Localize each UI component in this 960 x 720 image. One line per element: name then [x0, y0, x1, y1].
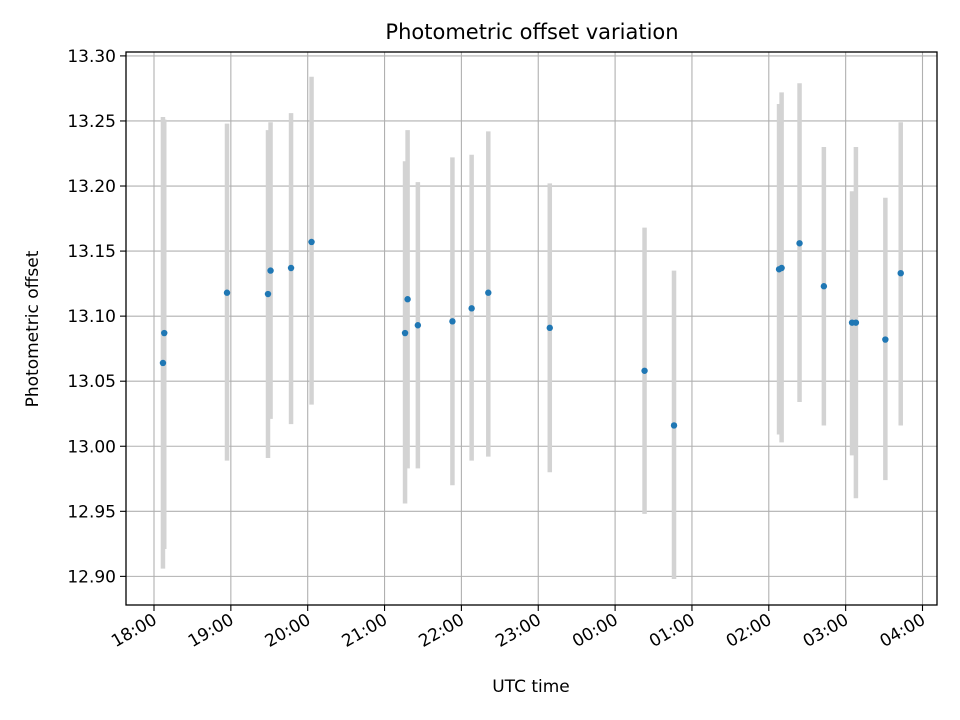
data-point: [897, 270, 904, 277]
data-points: [159, 238, 904, 429]
data-point: [820, 283, 828, 290]
data-point: [449, 318, 456, 325]
y-tick-label: 13.25: [67, 112, 116, 132]
y-tick-label: 12.90: [67, 567, 116, 587]
data-point: [778, 264, 785, 272]
data-point: [159, 359, 167, 367]
grid: [126, 52, 937, 605]
data-point: [401, 329, 409, 337]
y-axis: 12.90 12.95 13.00 13.05 13.10 13.15 13.20 13.25…: [67, 47, 126, 587]
y-tick-label: 13.20: [67, 177, 116, 197]
data-point: [796, 240, 803, 247]
data-point: [641, 367, 648, 374]
data-point: [161, 329, 168, 337]
data-point: [223, 289, 231, 296]
y-tick-label: 13.30: [67, 47, 116, 67]
data-point: [414, 322, 422, 329]
data-point: [485, 289, 492, 296]
data-point: [267, 267, 274, 274]
y-tick-label: 13.10: [67, 307, 116, 327]
data-point: [882, 336, 889, 343]
data-point: [546, 324, 553, 332]
data-point: [264, 290, 272, 298]
chart-title: Photometric offset variation: [385, 20, 678, 44]
data-point: [404, 296, 411, 303]
data-point: [670, 422, 678, 429]
y-tick-label: 12.95: [67, 502, 116, 522]
data-point: [308, 238, 315, 246]
plot-frame: [125, 51, 938, 606]
y-axis-label: Photometric offset: [23, 250, 43, 407]
y-tick-label: 13.00: [67, 437, 116, 457]
x-axis-label: UTC time: [492, 677, 570, 697]
y-tick-label: 13.15: [67, 242, 116, 262]
y-tick-label: 13.05: [67, 372, 116, 392]
data-point: [468, 305, 475, 312]
data-point: [852, 319, 860, 326]
data-point: [287, 264, 295, 272]
